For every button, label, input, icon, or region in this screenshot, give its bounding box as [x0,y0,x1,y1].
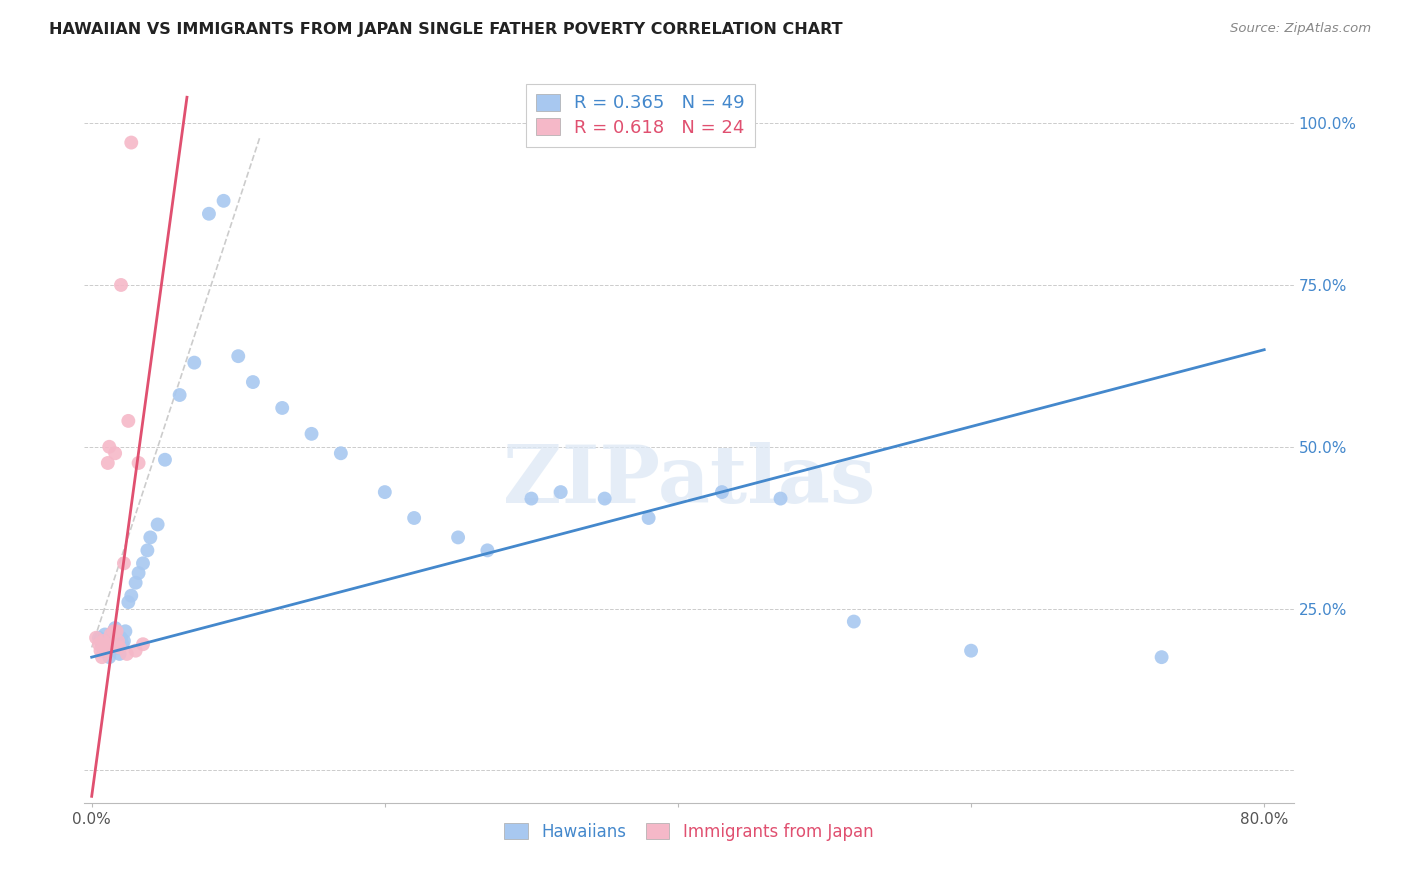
Point [91,637,114,651]
Point [93,634,115,648]
Point [226,349,249,363]
Point [128,456,150,470]
Point [103,624,125,639]
Point [101,637,124,651]
Point [96,634,118,648]
Point [769,491,792,506]
Point [84,631,107,645]
Point [960,643,983,657]
Point [108,640,131,655]
Point [212,194,235,208]
Point [114,624,136,639]
Point [120,589,142,603]
Point [115,647,138,661]
Point [637,511,659,525]
Point [301,426,323,441]
Point [242,375,264,389]
Point [404,511,426,525]
Point [100,627,122,641]
Point [87,637,110,651]
Point [108,647,131,661]
Text: HAWAIIAN VS IMMIGRANTS FROM JAPAN SINGLE FATHER POVERTY CORRELATION CHART: HAWAIIAN VS IMMIGRANTS FROM JAPAN SINGLE… [49,22,842,37]
Point [97,637,120,651]
Point [128,566,150,580]
Point [104,446,127,460]
Point [97,456,120,470]
Point [120,136,142,150]
Point [117,414,139,428]
Point [146,517,169,532]
Point [153,452,176,467]
Point [329,446,352,460]
Point [1150,650,1173,665]
Point [132,637,155,651]
Point [374,485,396,500]
Point [593,491,616,506]
Point [198,207,221,221]
Point [104,621,127,635]
Point [105,624,128,639]
Point [132,557,155,571]
Point [112,557,135,571]
Point [91,650,114,665]
Point [169,388,191,402]
Point [107,634,129,648]
Point [124,643,146,657]
Point [89,643,111,657]
Point [105,627,128,641]
Point [447,530,470,544]
Point [124,575,146,590]
Point [110,277,132,292]
Point [110,631,132,645]
Point [550,485,572,500]
Point [107,640,129,655]
Text: ZIPatlas: ZIPatlas [503,442,875,520]
Point [139,530,162,544]
Point [710,485,733,500]
Point [96,643,118,657]
Point [98,650,121,665]
Point [101,634,124,648]
Point [98,440,121,454]
Point [183,356,205,370]
Point [93,643,115,657]
Point [111,637,134,651]
Point [520,491,543,506]
Point [94,627,117,641]
Point [842,615,865,629]
Text: Source: ZipAtlas.com: Source: ZipAtlas.com [1230,22,1371,36]
Point [477,543,499,558]
Point [112,634,135,648]
Point [103,624,125,639]
Point [100,643,122,657]
Point [87,631,110,645]
Legend: Hawaiians, Immigrants from Japan: Hawaiians, Immigrants from Japan [496,814,882,849]
Point [271,401,294,415]
Point [136,543,159,558]
Point [117,595,139,609]
Point [94,637,117,651]
